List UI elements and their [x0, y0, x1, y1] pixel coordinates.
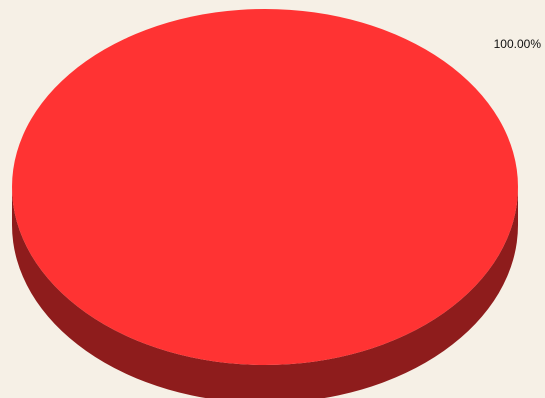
- pie-top-group: [12, 9, 518, 365]
- pie-slice-side: [12, 187, 518, 398]
- pie-slice: [12, 9, 518, 365]
- pie-slice-label: 100.00%: [494, 37, 542, 51]
- pie-side-group: [12, 187, 518, 398]
- pie-label-group: 100.00%: [494, 37, 542, 51]
